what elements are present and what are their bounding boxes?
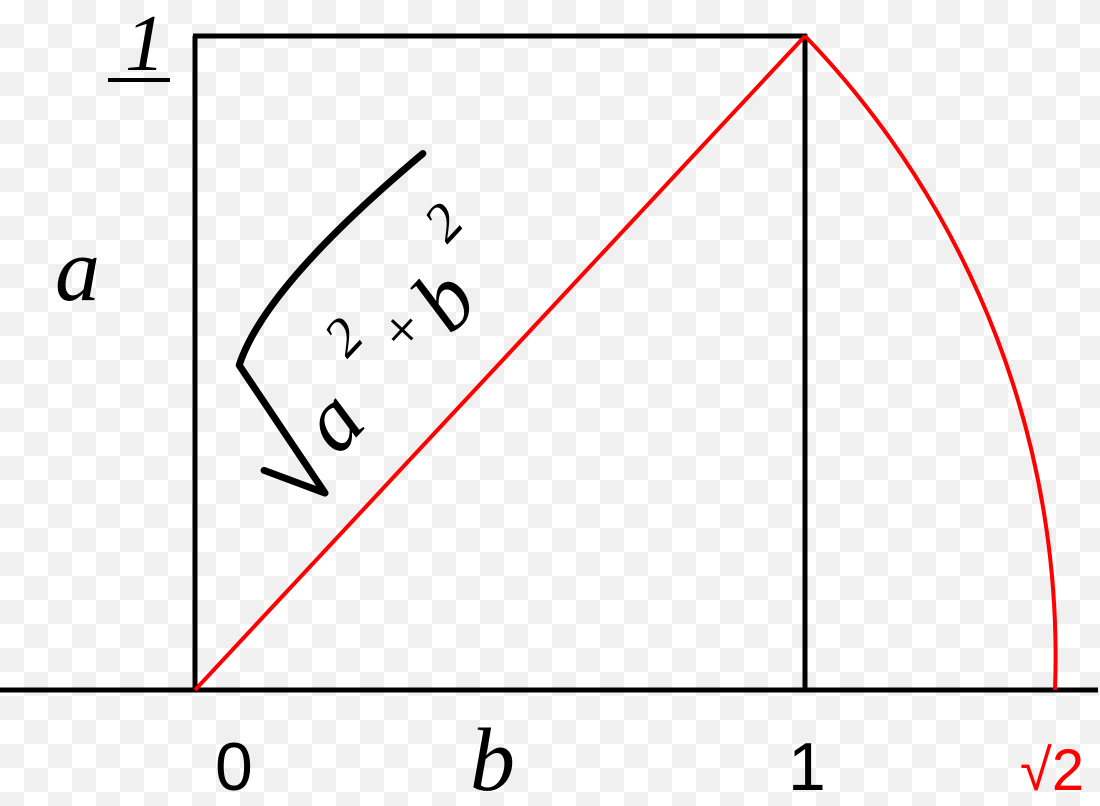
formula-a-exp: 2 (311, 306, 374, 368)
diagonal-hypotenuse (195, 36, 805, 690)
sqrt2-construction-diagram: 1 a 0 b 1 √2 a 2 + b 2 (0, 0, 1100, 806)
formula-b-exp: 2 (411, 191, 474, 253)
label-b: b (470, 711, 515, 806)
label-one-y: 1 (125, 0, 165, 88)
label-zero: 0 (215, 729, 253, 805)
hypotenuse-formula: a 2 + b 2 (183, 146, 543, 514)
arc-sqrt2 (805, 36, 1056, 690)
formula-a: a (280, 370, 383, 470)
label-a: a (55, 221, 100, 320)
label-one-x: 1 (788, 729, 826, 805)
label-sqrt2: √2 (1020, 738, 1084, 803)
